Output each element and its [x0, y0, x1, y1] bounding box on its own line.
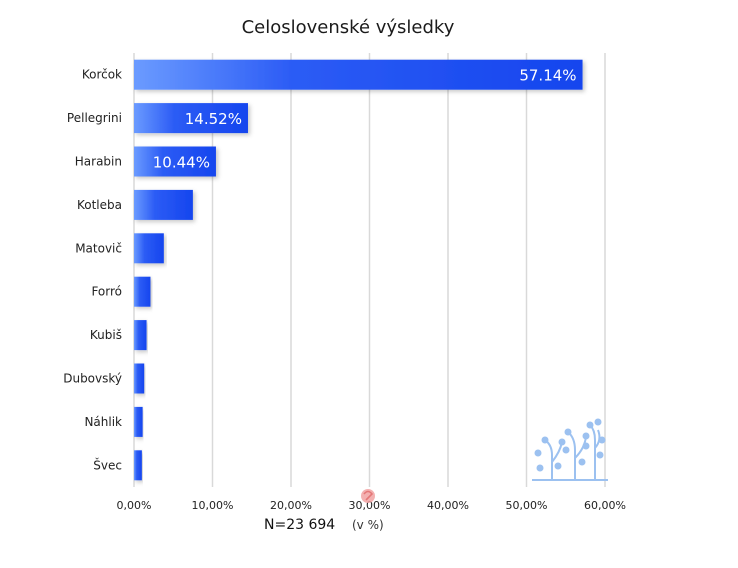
- unit-label: (v %): [352, 518, 384, 532]
- sample-size-label: N=23 694: [264, 517, 335, 533]
- watermark-icon: [361, 489, 375, 503]
- bar-value-label: 10.44%: [153, 154, 210, 172]
- x-tick-label: 0,00%: [117, 499, 152, 512]
- x-tick-label: 60,00%: [584, 499, 626, 512]
- bar: [134, 363, 145, 394]
- x-tick-labels: 0,00% 10,00% 20,00% 30,00% 40,00% 50,00% 60,00…: [117, 499, 626, 512]
- category-label: Korčok: [82, 68, 122, 82]
- category-label: Forró: [91, 285, 122, 299]
- category-label: Kubiš: [90, 328, 122, 342]
- bar: [134, 59, 583, 90]
- x-tick-label: 50,00%: [506, 499, 548, 512]
- bars: [134, 59, 583, 481]
- bar: [134, 103, 248, 134]
- bar: [134, 233, 164, 264]
- x-tick-label: 40,00%: [427, 499, 469, 512]
- bar: [134, 320, 147, 351]
- bar-value-label: 14.52%: [185, 110, 242, 128]
- category-label: Švec: [93, 457, 122, 472]
- category-label: Dubovský: [63, 372, 122, 386]
- category-label: Harabin: [75, 155, 122, 169]
- x-tick-label: 30,00%: [349, 499, 391, 512]
- bar: [134, 189, 193, 220]
- bar: [134, 276, 151, 307]
- bar: [134, 406, 143, 437]
- bar: [134, 146, 216, 177]
- tree-logo-icon: [532, 418, 608, 481]
- bar-value-label: 57.14%: [519, 67, 576, 85]
- category-label: Matovič: [75, 241, 122, 255]
- category-label: Pellegrini: [67, 111, 122, 125]
- chart-title: Celoslovenské výsledky: [242, 17, 455, 38]
- category-label: Náhlik: [84, 415, 122, 429]
- x-tick-label: 20,00%: [270, 499, 312, 512]
- bar: [134, 450, 142, 481]
- x-tick-label: 10,00%: [192, 499, 234, 512]
- category-labels: Korčok Pellegrini Harabin Kotleba Matovič For…: [63, 68, 122, 473]
- data-labels: 57.14% 14.52% 10.44%: [153, 67, 577, 172]
- category-label: Kotleba: [77, 198, 122, 212]
